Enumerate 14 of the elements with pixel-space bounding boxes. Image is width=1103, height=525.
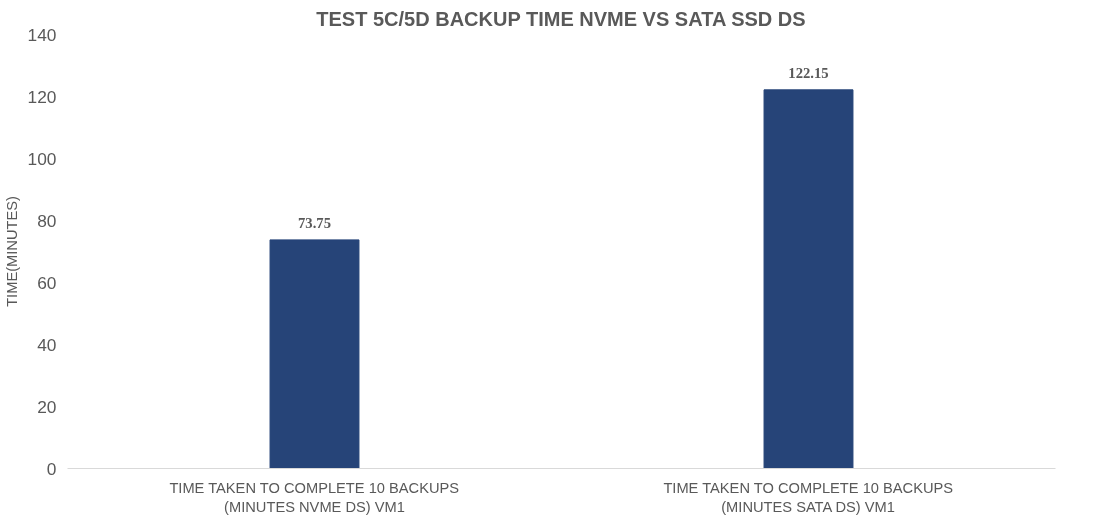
y-axis-title: TIME(MINUTES) — [3, 196, 20, 307]
x-tick-label: TIME TAKEN TO COMPLETE 10 BACKUPS (MINUTES NVME DS) VM1 — [169, 479, 460, 515]
chart-title: TEST 5C/5D BACKUP TIME NVME VS SATA SSD DS — [316, 7, 806, 30]
data-label: 122.15 — [788, 64, 829, 81]
data-label: 73.75 — [298, 214, 331, 231]
y-tick-label: 140 — [27, 24, 57, 45]
y-tick-label: 100 — [27, 148, 57, 169]
y-tick-label: 80 — [37, 210, 57, 231]
x-tick-label: TIME TAKEN TO COMPLETE 10 BACKUPS (MINUTES SATA DS) VM1 — [663, 479, 954, 515]
y-tick-label: 0 — [46, 458, 57, 479]
y-tick-label: 120 — [27, 86, 57, 107]
y-tick-label: 40 — [37, 334, 57, 355]
y-tick-label: 60 — [37, 272, 57, 293]
y-tick-label: 20 — [37, 396, 57, 417]
